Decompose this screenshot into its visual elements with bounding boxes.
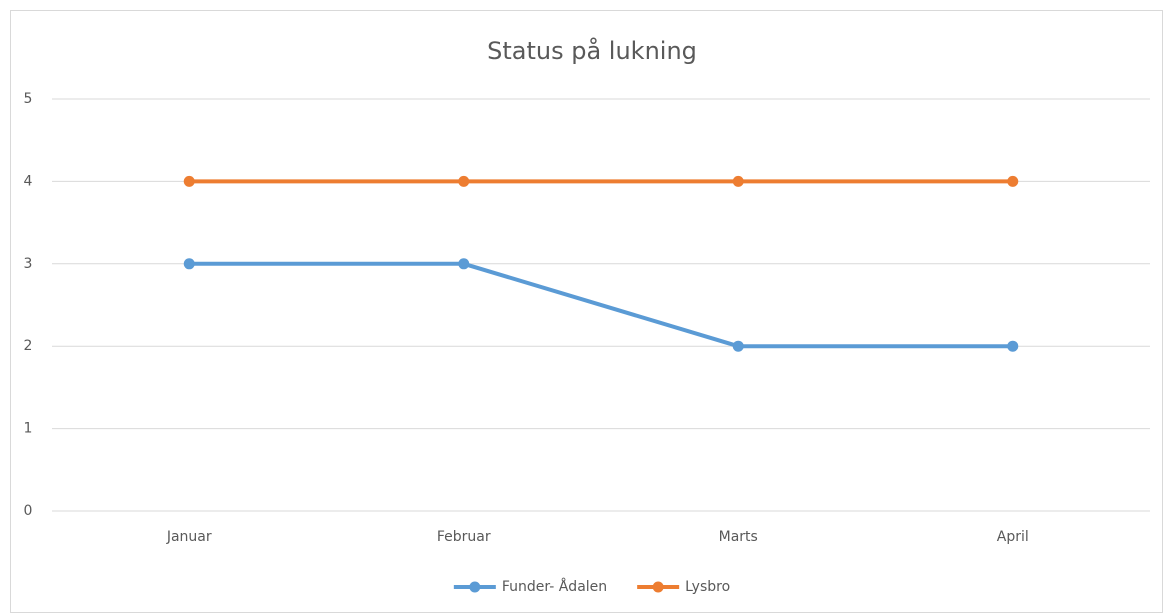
y-tick-label: 3 [24, 256, 33, 272]
series-line [189, 261, 1013, 349]
y-tick-label: 5 [24, 91, 33, 107]
data-point [732, 340, 744, 352]
data-point [458, 175, 470, 187]
chart-border [10, 10, 1163, 613]
data-point [732, 175, 744, 187]
legend-label: Funder- Ådalen [502, 578, 607, 595]
x-tick-label: April [997, 529, 1029, 545]
x-tick-label: Januar [166, 529, 212, 545]
data-point [183, 175, 195, 187]
y-tick-label: 4 [24, 173, 33, 189]
y-tick-label: 0 [24, 503, 33, 519]
x-tick-label: Februar [437, 529, 491, 545]
y-tick-label: 1 [24, 421, 33, 437]
data-point [183, 258, 195, 270]
chart-title: Status på lukning [487, 36, 697, 65]
data-point [458, 258, 470, 270]
legend-marker [652, 581, 664, 593]
y-tick-label: 2 [24, 338, 33, 354]
data-point [1007, 340, 1019, 352]
data-point [1007, 175, 1019, 187]
legend-marker [469, 581, 481, 593]
x-tick-label: Marts [719, 529, 758, 545]
legend-label: Lysbro [685, 579, 730, 595]
